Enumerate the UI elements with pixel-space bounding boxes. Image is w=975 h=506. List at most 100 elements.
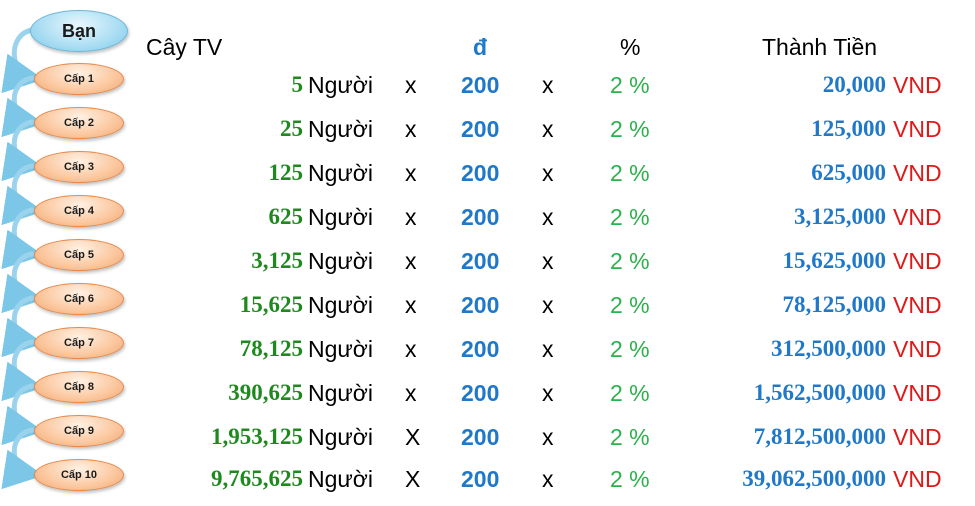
- percent-value: 2 %: [610, 248, 650, 274]
- unit-label: Người: [308, 72, 373, 98]
- total-value: 20,000: [822, 72, 886, 97]
- people-count: 9,765,625: [211, 466, 303, 491]
- unit-label: Người: [308, 424, 373, 450]
- level-node-2: Cấp 2: [34, 107, 124, 139]
- tree-arrow: [1, 295, 44, 358]
- multiply-sign: x: [542, 380, 554, 406]
- unit-label: Người: [308, 292, 373, 318]
- header-total: Thành Tiền: [762, 34, 878, 60]
- multiply-sign: x: [405, 204, 417, 230]
- tree-arrow: [1, 339, 44, 402]
- multiply-sign: x: [542, 292, 554, 318]
- multiply-sign: x: [405, 72, 417, 98]
- percent-value: 2 %: [610, 336, 650, 362]
- level-node-3: Cấp 3: [34, 151, 124, 183]
- people-count: 25: [280, 116, 303, 141]
- tree-arrow: [1, 119, 44, 182]
- level-node-1: Cấp 1: [34, 63, 124, 95]
- unit-label: Người: [308, 116, 373, 142]
- total-value: 625,000: [811, 160, 886, 185]
- level-node-6: Cấp 6: [34, 283, 124, 315]
- header-percent: %: [620, 34, 641, 60]
- multiply-sign: x: [542, 72, 554, 98]
- currency-label: VND: [893, 72, 942, 98]
- multiply-sign: x: [542, 160, 554, 186]
- tree-arrow: [1, 163, 44, 226]
- table-row: 5 Người x 200 x 2 % 20,000 VND: [0, 72, 975, 112]
- table-row: 1,953,125 Người X 200 x 2 % 7,812,500,000 VND: [0, 424, 975, 464]
- multiply-sign: x: [542, 336, 554, 362]
- header-amount: đ: [473, 34, 488, 60]
- currency-label: VND: [893, 116, 942, 142]
- tree-arrow: [1, 75, 44, 138]
- total-value: 312,500,000: [771, 336, 886, 361]
- table-row: 25 Người x 200 x 2 % 125,000 VND: [0, 116, 975, 156]
- amount-value: 200: [461, 204, 500, 230]
- multiply-sign: X: [405, 424, 421, 450]
- table-row: 78,125 Người x 200 x 2 % 312,500,000 VND: [0, 336, 975, 376]
- unit-label: Người: [308, 160, 373, 186]
- people-count: 1,953,125: [211, 424, 303, 449]
- percent-value: 2 %: [610, 380, 650, 406]
- level-node-4: Cấp 4: [34, 195, 124, 227]
- level-node-9: Cấp 9: [34, 415, 124, 447]
- multiply-sign: X: [405, 466, 421, 492]
- multiply-sign: x: [405, 248, 417, 274]
- people-count: 3,125: [251, 248, 303, 273]
- multiply-sign: x: [542, 424, 554, 450]
- multiply-sign: x: [405, 116, 417, 142]
- level-node-5: Cấp 5: [34, 239, 124, 271]
- level-node-10: Cấp 10: [34, 459, 124, 491]
- tree-arrows: [1, 27, 44, 490]
- root-node: Bạn: [30, 10, 128, 52]
- tree-arrow: [1, 427, 44, 490]
- amount-value: 200: [461, 116, 500, 142]
- table-row: 15,625 Người x 200 x 2 % 78,125,000 VND: [0, 292, 975, 332]
- unit-label: Người: [308, 380, 373, 406]
- people-count: 5: [291, 72, 304, 97]
- header-tree: Cây TV: [146, 34, 223, 60]
- people-count: 390,625: [228, 380, 303, 405]
- currency-label: VND: [893, 424, 942, 450]
- percent-value: 2 %: [610, 424, 650, 450]
- unit-label: Người: [308, 248, 373, 274]
- amount-value: 200: [461, 380, 500, 406]
- people-count: 625: [268, 204, 304, 229]
- tree-arrow: [1, 27, 44, 94]
- amount-value: 200: [461, 466, 500, 492]
- people-count: 125: [268, 160, 304, 185]
- percent-value: 2 %: [610, 204, 650, 230]
- currency-label: VND: [893, 292, 942, 318]
- table-row: 125 Người x 200 x 2 % 625,000 VND: [0, 160, 975, 200]
- multiply-sign: x: [405, 380, 417, 406]
- percent-value: 2 %: [610, 116, 650, 142]
- tree-arrow: [1, 251, 44, 314]
- level-node-8: Cấp 8: [34, 371, 124, 403]
- total-value: 39,062,500,000: [742, 466, 886, 491]
- currency-label: VND: [893, 336, 942, 362]
- unit-label: Người: [308, 466, 373, 492]
- percent-value: 2 %: [610, 72, 650, 98]
- multiply-sign: x: [542, 204, 554, 230]
- multiply-sign: x: [542, 466, 554, 492]
- table-row: 625 Người x 200 x 2 % 3,125,000 VND: [0, 204, 975, 244]
- tree-arrow: [1, 383, 44, 446]
- total-value: 3,125,000: [794, 204, 886, 229]
- currency-label: VND: [893, 204, 942, 230]
- level-node-7: Cấp 7: [34, 327, 124, 359]
- amount-value: 200: [461, 72, 500, 98]
- amount-value: 200: [461, 292, 500, 318]
- unit-label: Người: [308, 336, 373, 362]
- table-row: 390,625 Người x 200 x 2 % 1,562,500,000 VND: [0, 380, 975, 420]
- total-value: 1,562,500,000: [753, 380, 886, 405]
- tree-arrow: [1, 207, 44, 270]
- amount-value: 200: [461, 424, 500, 450]
- level-tree: Bạn Cấp 1 Cấp 2 Cấp 3 Cấp 4 Cấp 5 Cấp 6 Cấp 7 C…: [0, 0, 140, 502]
- percent-value: 2 %: [610, 160, 650, 186]
- people-count: 78,125: [239, 336, 303, 361]
- multiply-sign: x: [405, 160, 417, 186]
- total-value: 125,000: [811, 116, 886, 141]
- currency-label: VND: [893, 380, 942, 406]
- amount-value: 200: [461, 160, 500, 186]
- currency-label: VND: [893, 466, 942, 492]
